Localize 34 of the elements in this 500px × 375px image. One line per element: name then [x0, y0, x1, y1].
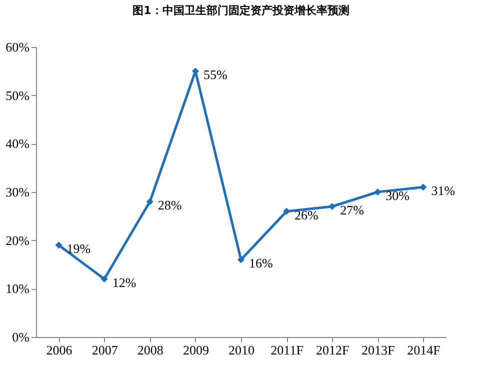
point	[374, 188, 382, 196]
data-label: 16%	[249, 256, 273, 271]
data-label: 31%	[431, 183, 456, 198]
data-label: 30%	[386, 188, 410, 203]
x-tick-label: 2006	[46, 342, 73, 358]
y-tick-label: 20%	[6, 232, 30, 248]
point	[146, 198, 154, 206]
data-label: 28%	[158, 198, 182, 213]
y-tick-label: 0%	[12, 330, 30, 344]
data-label: 12%	[112, 275, 136, 290]
x-tick-label: 2009	[182, 342, 209, 358]
y-tick-label: 50%	[6, 88, 30, 103]
point	[328, 202, 336, 210]
x-tick-label: 2007	[92, 342, 118, 358]
data-label: 27%	[340, 202, 364, 218]
x-tick-label: 2012F	[316, 342, 350, 358]
x-tick-label: 2013F	[362, 342, 395, 358]
point	[100, 275, 108, 283]
point	[420, 184, 427, 191]
chart-title: 图1：中国卫生部门固定资产投资增长率预测	[132, 4, 350, 17]
x-tick-label: 2008	[137, 342, 164, 358]
point	[237, 256, 245, 264]
data-label: 55%	[203, 67, 228, 82]
x-tick-label: 2014F	[407, 342, 440, 358]
point	[283, 208, 290, 215]
y-tick-label: 40%	[6, 136, 30, 152]
x-tick-label: 2010	[228, 342, 254, 358]
y-tick-label: 30%	[6, 184, 30, 200]
data-label: 19%	[66, 241, 91, 256]
y-tick-label: 10%	[6, 281, 30, 296]
x-tick-label: 2011F	[270, 342, 304, 358]
data-label: 26%	[294, 207, 319, 222]
point	[55, 242, 62, 249]
y-tick-label: 60%	[6, 40, 30, 54]
